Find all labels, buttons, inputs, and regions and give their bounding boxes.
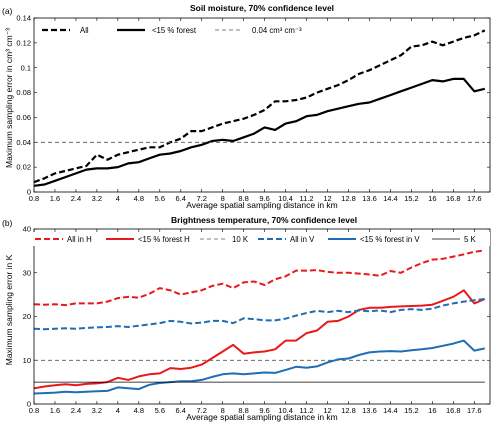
panel-b-x-tick-label: 13.6 [362, 406, 377, 415]
panel-b-plot-border [33, 228, 491, 405]
panel-a-legend-all: All [80, 26, 89, 35]
panel-b-x-tick-label: 15.2 [404, 406, 419, 415]
panel-b-x-tick-label: 7.2 [197, 406, 207, 415]
panel-b-x-tick-label: 1.6 [50, 406, 60, 415]
panel-b-x-tick-label: 8 [221, 406, 225, 415]
panel-b-letter: (b) [2, 218, 13, 228]
panel-b-x-tick-label: 11.2 [300, 406, 314, 415]
panel-a-series-15-forest [33, 77, 486, 187]
panel-a-y-axis-label: Maximum sampling error in cm³ cm⁻³ [4, 28, 14, 168]
panel-a-x-tick-label: 12.8 [341, 194, 356, 203]
panel-a-x-tick-label: 13.6 [362, 194, 377, 203]
panel-b-y-tick-label: 20 [23, 312, 31, 321]
panel-b-y-tick-label: 10 [23, 356, 31, 365]
panel-a-x-tick-label: 1.6 [50, 194, 60, 203]
panel-a-legend-box [35, 21, 325, 37]
panel-a-y-tick-label: 0.14 [16, 14, 31, 23]
panel-b-legend-all-v: All in V [290, 235, 315, 244]
panel-a-y-tick-label: 0.06 [16, 113, 31, 122]
panel-a-x-tick-label: 3.2 [92, 194, 102, 203]
panel-a-y-tick-label: 0.02 [16, 163, 31, 172]
panel-b-y-tick-label: 40 [23, 225, 31, 234]
panel-b-x-tick-label: 16 [428, 406, 436, 415]
panel-b-x-tick-label: 4.8 [134, 406, 144, 415]
panel-a-x-tick-label: 8 [221, 194, 225, 203]
panel-a-x-tick-label: 16.8 [446, 194, 461, 203]
panel-b-legend-all-h: All in H [67, 235, 92, 244]
panel-a-y-tick-label: 0.12 [16, 38, 31, 47]
panel-b-y-tick-label: 30 [23, 268, 31, 277]
panel-b-legend-forest-h: <15 % forest H [138, 235, 190, 244]
panel-a-x-tick-label: 4 [116, 194, 120, 203]
panel-a-x-tick-label: 2.4 [71, 194, 81, 203]
panel-a-x-tick-label: 9.6 [259, 194, 269, 203]
panel-b-x-tick-label: 12 [323, 406, 331, 415]
panel-b-x-tick-label: 2.4 [71, 406, 81, 415]
panel-b-series-15-forest-in-v [33, 339, 486, 395]
panel-b-series-15-forest-h [33, 289, 486, 390]
panel-b-frame [33, 228, 491, 405]
panel-a-legend-threshold: 0.04 cm³ cm⁻³ [252, 26, 302, 35]
panel-a-y-tick-label: 0.1 [21, 63, 31, 72]
panel-a-x-tick-label: 16 [428, 194, 436, 203]
panel-b-y-tick-label: 0 [27, 400, 31, 409]
panel-b-x-tick-label: 14.4 [383, 406, 398, 415]
panel-b-x-tick-label: 12.8 [341, 406, 356, 415]
panel-a-axes: 0.8 1.6 2.4 3.2 4 4.8 5.6 6.4 7.2 8 8.8 9.6 10.4 11.2… [16, 14, 490, 203]
panel-b-x-tick-label: 16.8 [446, 406, 461, 415]
panel-b-title: Brightness temperature, 70% confidence l… [171, 215, 357, 225]
panel-a-y-tick-label: 0 [27, 188, 31, 197]
panel-b-x-tick-label: 8.8 [238, 406, 248, 415]
panel-a-x-axis-label: Average spatial sampling distance in km [186, 200, 338, 210]
panel-b-x-tick-label: 17.6 [467, 406, 482, 415]
panel-b-x-tick-label: 4 [116, 406, 120, 415]
panel-a-x-tick-label: 6.4 [176, 194, 186, 203]
panel-a-x-tick-label: 12 [323, 194, 331, 203]
panel-b-legend-forest-v: <15 % forest in V [360, 235, 420, 244]
panel-a-x-tick-label: 4.8 [134, 194, 144, 203]
panel-a-x-tick-label: 15.2 [404, 194, 419, 203]
panel-a-x-tick-label: 14.4 [383, 194, 398, 203]
panel-b-x-tick-label: 10.4 [278, 406, 293, 415]
panel-b-x-tick-label: 6.4 [176, 406, 186, 415]
panel-a-legend-forest: <15 % forest [152, 26, 197, 35]
panel-b-series-lines [33, 249, 486, 395]
panel-a-y-tick-label: 0.04 [16, 138, 31, 147]
panel-a-x-tick-label: 17.6 [467, 194, 482, 203]
panel-b-x-axis-label: Average spatial sampling distance in km [186, 412, 338, 422]
panel-a-legend: All <15 % forest 0.04 cm³ cm⁻³ [35, 21, 325, 37]
panel-a-series-lines [33, 29, 486, 187]
panel-a-x-tick-label: 5.6 [155, 194, 165, 203]
panel-a-x-tick-label: 0.8 [29, 194, 39, 203]
panel-a-y-tick-label: 0.08 [16, 88, 31, 97]
panel-b-x-tick-label: 5.6 [155, 406, 165, 415]
panel-b-legend-5k: 5 K [464, 235, 477, 244]
panel-b-x-tick-label: 0.8 [29, 406, 39, 415]
panel-a-x-tick-label: 8.8 [238, 194, 248, 203]
panel-b-legend: All in H <15 % forest H 10 K All in V <1… [30, 232, 490, 246]
panel-a-frame [33, 17, 491, 193]
soil-moisture-chart: (a) Soil moisture, 70% confidence level … [2, 3, 491, 210]
panel-b-x-tick-label: 3.2 [92, 406, 102, 415]
panel-a-x-tick-label: 10.4 [278, 194, 293, 203]
panel-b-legend-10k: 10 K [232, 235, 249, 244]
panel-b-axes: 0.8 1.6 2.4 3.2 4 4.8 5.6 6.4 7.2 8 8.8 9.6 10.4 11.2… [23, 225, 490, 415]
panel-a-x-tick-label: 7.2 [197, 194, 207, 203]
panel-a-letter: (a) [2, 6, 13, 16]
panel-a-series-all [33, 29, 486, 184]
panel-b-series-all-in-v [33, 298, 485, 331]
panel-b-y-axis-label: Maximum sampling error in K [4, 254, 14, 365]
panel-a-x-tick-label: 11.2 [300, 194, 314, 203]
panel-b-series-all-in-h [33, 249, 485, 307]
panel-a-title: Soil moisture, 70% confidence level [190, 3, 334, 13]
panel-a-plot-border [33, 17, 491, 193]
brightness-temperature-chart: (b) Brightness temperature, 70% confiden… [2, 215, 491, 422]
panel-b-x-tick-label: 9.6 [259, 406, 269, 415]
